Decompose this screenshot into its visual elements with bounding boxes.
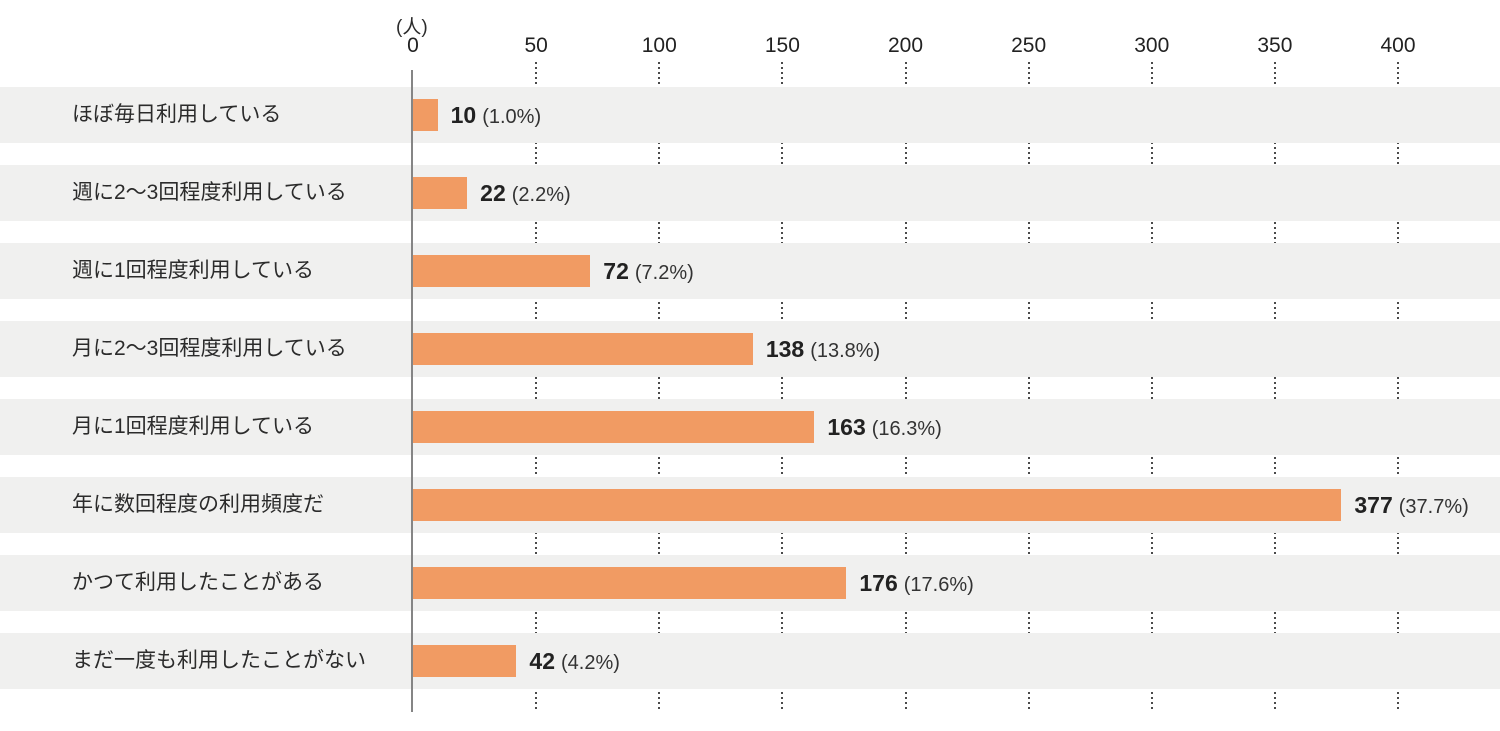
category-label: 月に1回程度利用している	[72, 415, 315, 438]
row-stripe	[0, 87, 1500, 143]
bar	[413, 333, 753, 365]
category-label: 週に1回程度利用している	[72, 259, 315, 282]
value-percent: (1.0%)	[482, 106, 542, 128]
category-label: 週に2〜3回程度利用している	[72, 181, 347, 204]
category-label: かつて利用したことがある	[72, 571, 324, 594]
value-number: 42	[529, 648, 556, 674]
value-label: 377 (37.7%)	[1354, 477, 1468, 533]
value-label: 10 (1.0%)	[451, 87, 542, 143]
value-percent: (37.7%)	[1398, 496, 1469, 518]
value-percent: (4.2%)	[561, 652, 620, 674]
value-number: 10	[450, 102, 477, 128]
bar	[413, 489, 1342, 521]
value-number: 138	[765, 336, 805, 362]
value-percent: (16.3%)	[871, 418, 942, 440]
category-label: ほぼ毎日利用している	[72, 103, 282, 126]
grid-line	[781, 62, 784, 712]
value-number: 377	[1354, 492, 1393, 518]
value-label: 163 (16.3%)	[827, 399, 941, 455]
axis-tick-label: 200	[887, 34, 924, 57]
grid-line	[535, 62, 538, 712]
grid-line	[904, 62, 907, 712]
value-percent: (7.2%)	[634, 262, 694, 284]
axis-tick-label: 150	[764, 34, 800, 57]
grid-line	[1150, 62, 1153, 712]
value-percent: (2.2%)	[511, 184, 571, 206]
value-label: 176 (17.6%)	[859, 555, 973, 611]
axis-tick-label: 350	[1257, 34, 1293, 57]
axis-unit-label: (人)	[396, 17, 428, 38]
row-stripe	[0, 165, 1500, 221]
value-label: 138 (13.8%)	[766, 321, 880, 377]
axis-tick-label: 300	[1134, 34, 1170, 57]
value-percent: (13.8%)	[810, 340, 881, 362]
axis-tick-label: 400	[1380, 34, 1416, 57]
row-stripe	[0, 243, 1500, 299]
bar	[413, 99, 438, 131]
bar	[413, 255, 591, 287]
value-label: 42 (4.2%)	[529, 633, 620, 689]
value-label: 72 (7.2%)	[603, 243, 694, 299]
category-label: 年に数回程度の利用頻度だ	[72, 493, 324, 516]
grid-line	[658, 62, 661, 712]
bar	[413, 411, 815, 443]
axis-tick-label: 0	[407, 34, 419, 57]
axis-tick-label: 50	[524, 34, 548, 57]
axis-tick-label: 250	[1011, 34, 1047, 57]
value-label: 22 (2.2%)	[480, 165, 571, 221]
category-label: まだ一度も利用したことがない	[72, 649, 366, 672]
y-axis-line	[411, 70, 413, 712]
bar	[413, 567, 847, 599]
value-number: 163	[827, 414, 866, 440]
value-number: 22	[480, 180, 506, 206]
value-number: 72	[603, 258, 629, 284]
axis-tick-label: 100	[641, 34, 677, 57]
grid-line	[1273, 62, 1276, 712]
bar	[413, 177, 468, 209]
bar	[413, 645, 517, 677]
grid-line	[1397, 62, 1399, 712]
row-stripe	[0, 633, 1500, 689]
category-label: 月に2〜3回程度利用している	[72, 337, 347, 360]
value-number: 176	[859, 570, 898, 596]
value-percent: (17.6%)	[903, 574, 974, 596]
grid-line	[1027, 62, 1030, 712]
